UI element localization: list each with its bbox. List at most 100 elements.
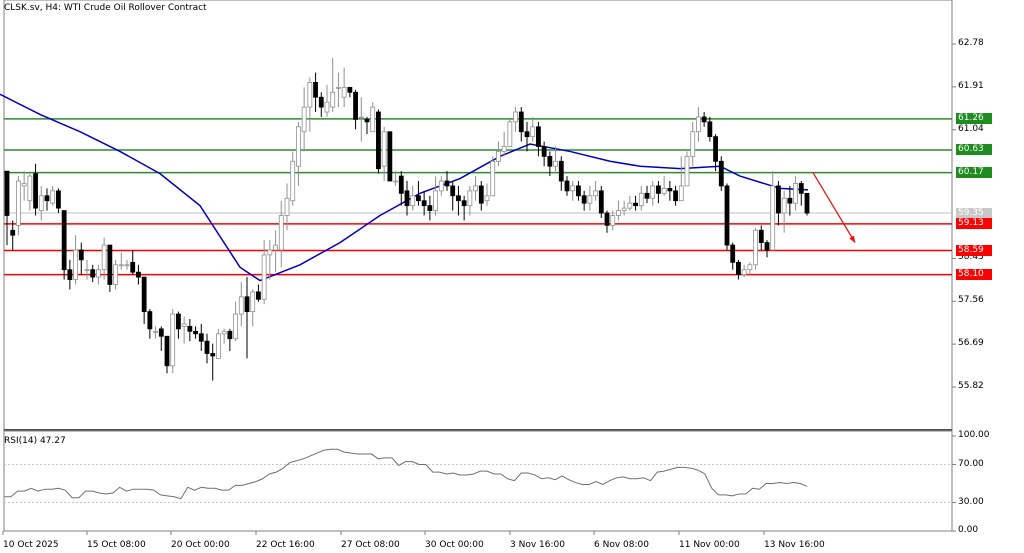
candle xyxy=(90,269,96,278)
candle xyxy=(650,185,656,199)
candle xyxy=(467,190,473,207)
candle xyxy=(221,330,227,335)
candle xyxy=(667,187,673,192)
candle xyxy=(690,131,696,157)
bearish-arrow xyxy=(812,172,856,243)
level-lines xyxy=(4,118,952,276)
candle xyxy=(273,244,278,251)
candle xyxy=(313,82,318,98)
candle xyxy=(644,192,650,199)
candle xyxy=(736,261,741,276)
time-axis-label: 13 Nov 16:00 xyxy=(764,540,825,550)
candle xyxy=(4,170,10,216)
candle xyxy=(570,185,576,192)
candle xyxy=(233,313,238,340)
candle xyxy=(130,261,136,273)
candle xyxy=(684,155,690,187)
candle xyxy=(33,173,38,209)
candle xyxy=(741,269,747,276)
price-axis-label: 57.56 xyxy=(958,295,984,306)
candle xyxy=(478,185,484,204)
candle xyxy=(501,146,507,152)
candle xyxy=(96,269,101,278)
price-axis-label: 61.04 xyxy=(958,123,984,134)
candle xyxy=(638,192,644,207)
candle xyxy=(244,296,250,312)
candle xyxy=(296,126,301,167)
candle xyxy=(358,116,364,119)
candle xyxy=(541,146,547,157)
candle xyxy=(353,91,358,120)
candle xyxy=(16,180,21,226)
candle xyxy=(107,244,113,285)
time-axis-label: 6 Nov 08:00 xyxy=(594,540,649,550)
time-axis-label: 20 Oct 00:00 xyxy=(171,540,230,550)
candle xyxy=(158,328,164,337)
candle xyxy=(153,330,158,333)
price-axis-label: 61.91 xyxy=(958,80,984,91)
candle xyxy=(370,106,376,133)
level-price-tag: 60.17 xyxy=(956,167,992,179)
candle xyxy=(427,205,433,211)
candle xyxy=(536,126,541,147)
candle xyxy=(204,340,210,354)
candle xyxy=(770,185,776,251)
candle xyxy=(456,195,461,202)
candle xyxy=(627,202,633,209)
candle xyxy=(484,195,490,202)
candle xyxy=(290,160,296,202)
candle xyxy=(707,121,713,138)
candle xyxy=(421,200,427,207)
level-price-tag: 59.35 xyxy=(956,207,992,219)
time-axis-label: 15 Oct 08:00 xyxy=(87,540,146,550)
candle xyxy=(44,195,50,202)
candle xyxy=(473,185,478,192)
candle xyxy=(187,325,193,332)
candle xyxy=(781,197,787,214)
candle xyxy=(73,249,78,280)
candle xyxy=(381,131,387,167)
candle xyxy=(318,96,324,108)
candle xyxy=(101,244,107,271)
candle xyxy=(616,210,621,216)
candle xyxy=(147,311,153,330)
price-axis-label: 55.82 xyxy=(958,381,984,391)
candle xyxy=(461,200,467,207)
candle xyxy=(530,126,536,138)
candle xyxy=(496,151,501,162)
price-axis-label: 56.69 xyxy=(958,338,984,349)
candle xyxy=(804,192,810,214)
candle xyxy=(621,207,627,211)
candle xyxy=(198,333,204,342)
candle xyxy=(404,190,410,207)
time-axis-label: 22 Oct 16:00 xyxy=(256,540,315,550)
time-axis-label: 3 Nov 16:00 xyxy=(510,540,565,550)
candle xyxy=(78,249,84,261)
candle xyxy=(176,313,181,330)
candle xyxy=(513,111,518,123)
rsi-axis-label: 30.00 xyxy=(958,496,984,507)
candle xyxy=(250,291,256,312)
candle xyxy=(210,353,216,357)
candle xyxy=(21,183,27,187)
axis-ticks xyxy=(2,43,956,535)
candle xyxy=(364,119,370,123)
candle xyxy=(764,242,770,251)
candle xyxy=(490,160,496,197)
candle xyxy=(798,183,804,194)
rsi-title: RSI(14) 47.27 xyxy=(4,436,66,446)
candle xyxy=(507,121,513,147)
candle xyxy=(393,180,398,183)
price-axis-label: 62.78 xyxy=(958,38,984,48)
level-price-tag: 58.59 xyxy=(956,244,992,256)
level-price-tag: 60.63 xyxy=(956,144,992,156)
candle xyxy=(387,131,393,182)
candle xyxy=(701,116,707,123)
chart-frame xyxy=(3,0,953,532)
candle xyxy=(593,190,598,197)
candle xyxy=(724,185,730,246)
candle xyxy=(696,116,701,133)
candle xyxy=(713,136,718,162)
candle xyxy=(416,195,421,202)
candle xyxy=(170,313,176,367)
